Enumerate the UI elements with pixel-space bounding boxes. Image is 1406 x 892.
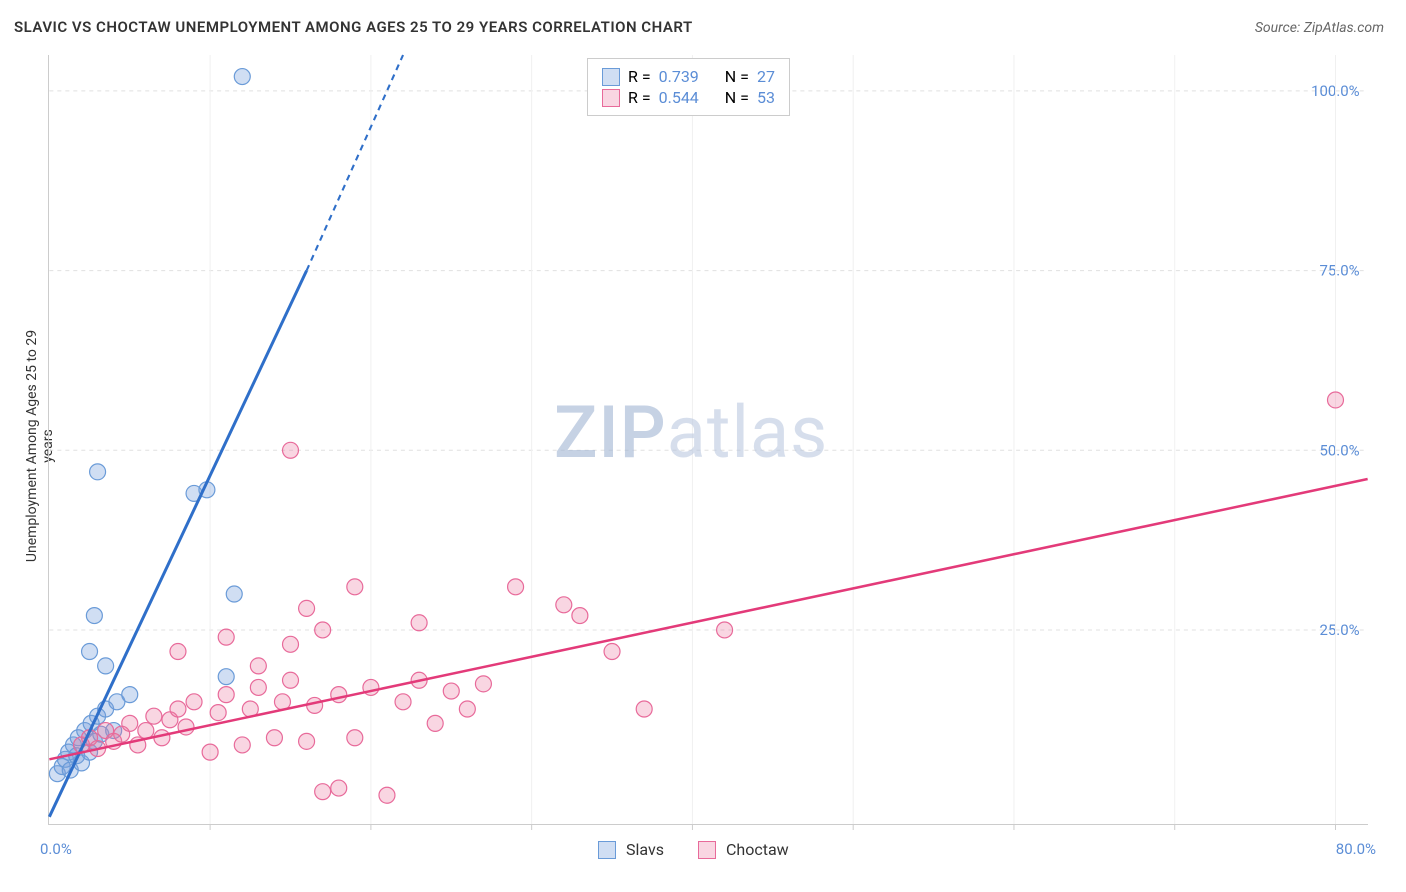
- data-point-choctaw: [299, 733, 315, 749]
- data-point-choctaw: [347, 730, 363, 746]
- data-point-choctaw: [556, 597, 572, 613]
- data-point-choctaw: [411, 615, 427, 631]
- swatch-slavs: [602, 68, 620, 86]
- data-point-choctaw: [170, 644, 186, 660]
- series-legend: Slavs Choctaw: [598, 840, 789, 859]
- legend-label-choctaw: Choctaw: [726, 840, 789, 859]
- data-point-choctaw: [138, 723, 154, 739]
- data-point-slavs: [86, 608, 102, 624]
- chart-title: SLAVIC VS CHOCTAW UNEMPLOYMENT AMONG AGE…: [14, 18, 693, 36]
- data-point-choctaw: [395, 694, 411, 710]
- swatch-choctaw-bottom: [698, 841, 716, 859]
- data-point-choctaw: [122, 715, 138, 731]
- n-value-slavs: 27: [757, 67, 775, 86]
- data-point-choctaw: [202, 744, 218, 760]
- data-point-choctaw: [170, 701, 186, 717]
- y-tick-label: 25.0%: [1319, 621, 1359, 639]
- r-value-choctaw: 0.544: [659, 88, 699, 107]
- data-point-slavs: [98, 658, 114, 674]
- data-point-choctaw: [283, 636, 299, 652]
- x-axis-origin-label: 0.0%: [40, 840, 72, 858]
- r-value-slavs: 0.739: [659, 67, 699, 86]
- r-label: R =: [628, 67, 651, 86]
- data-point-slavs: [234, 69, 250, 85]
- y-tick-label: 50.0%: [1319, 441, 1359, 459]
- plot-svg: 25.0%50.0%75.0%100.0%: [49, 55, 1368, 824]
- legend-row-slavs: R = 0.739 N = 27: [602, 67, 775, 86]
- swatch-choctaw: [602, 89, 620, 107]
- data-point-choctaw: [299, 600, 315, 616]
- data-point-choctaw: [717, 622, 733, 638]
- y-tick-label: 75.0%: [1319, 262, 1359, 280]
- data-point-choctaw: [1328, 392, 1344, 408]
- data-point-choctaw: [508, 579, 524, 595]
- data-point-choctaw: [307, 697, 323, 713]
- data-point-choctaw: [250, 658, 266, 674]
- data-point-choctaw: [315, 784, 331, 800]
- data-point-choctaw: [636, 701, 652, 717]
- trendline-choctaw: [49, 479, 1367, 759]
- data-point-choctaw: [475, 676, 491, 692]
- data-point-choctaw: [379, 787, 395, 803]
- data-point-choctaw: [443, 683, 459, 699]
- data-point-slavs: [90, 464, 106, 480]
- data-point-choctaw: [250, 679, 266, 695]
- data-point-choctaw: [186, 694, 202, 710]
- n-value-choctaw: 53: [757, 88, 775, 107]
- data-point-slavs: [82, 644, 98, 660]
- data-point-slavs: [122, 687, 138, 703]
- data-point-choctaw: [234, 737, 250, 753]
- data-point-choctaw: [572, 608, 588, 624]
- swatch-slavs-bottom: [598, 841, 616, 859]
- data-point-choctaw: [331, 780, 347, 796]
- data-point-choctaw: [459, 701, 475, 717]
- trendline-dash-slavs: [307, 55, 403, 271]
- n-label: N =: [725, 88, 749, 107]
- legend-row-choctaw: R = 0.544 N = 53: [602, 88, 775, 107]
- correlation-legend: R = 0.739 N = 27 R = 0.544 N = 53: [587, 58, 790, 116]
- data-point-choctaw: [283, 672, 299, 688]
- data-point-choctaw: [283, 442, 299, 458]
- data-point-choctaw: [604, 644, 620, 660]
- data-point-choctaw: [427, 715, 443, 731]
- data-point-choctaw: [347, 579, 363, 595]
- data-point-choctaw: [218, 687, 234, 703]
- r-label: R =: [628, 88, 651, 107]
- data-point-choctaw: [315, 622, 331, 638]
- data-point-choctaw: [218, 629, 234, 645]
- data-point-slavs: [218, 669, 234, 685]
- legend-label-slavs: Slavs: [626, 840, 664, 859]
- source-attribution: Source: ZipAtlas.com: [1255, 20, 1384, 36]
- data-point-choctaw: [210, 705, 226, 721]
- data-point-choctaw: [266, 730, 282, 746]
- n-label: N =: [725, 67, 749, 86]
- x-axis-end-label: 80.0%: [1336, 840, 1376, 858]
- data-point-slavs: [226, 586, 242, 602]
- plot-area: 25.0%50.0%75.0%100.0% ZIPatlas: [48, 55, 1368, 825]
- data-point-choctaw: [146, 708, 162, 724]
